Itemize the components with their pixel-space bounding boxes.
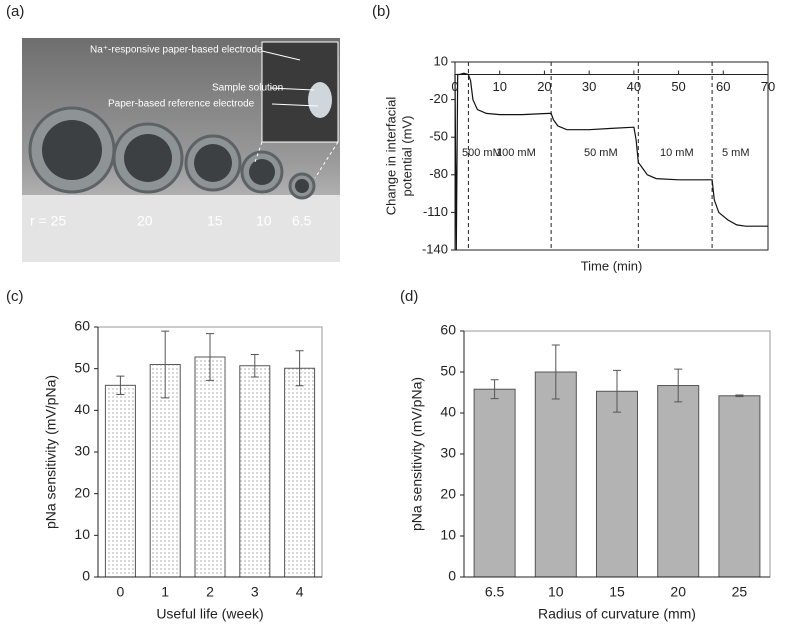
y-tick-label: 20	[440, 486, 456, 502]
y-tick-label: 10	[74, 526, 90, 542]
photo-callout: Na⁺-responsive paper-based electrode	[90, 45, 263, 56]
x-axis-label: Time (min)	[581, 258, 643, 273]
x-tick-label: 3	[251, 584, 259, 600]
error-bar	[295, 350, 304, 387]
x-tick-label: 20	[670, 584, 686, 600]
radius-label: 10	[256, 213, 272, 229]
panel-label: (b)	[372, 3, 390, 20]
bar	[718, 395, 761, 578]
bar	[595, 390, 639, 578]
bar	[534, 371, 577, 578]
radius-label: 15	[207, 213, 223, 229]
y-tick-label: -140	[422, 241, 448, 256]
y-axis-label: Change in interfacial	[383, 97, 398, 216]
bar-pattern	[194, 357, 226, 577]
photo-callout: Sample solution	[212, 83, 283, 94]
x-tick-label: 50	[671, 79, 685, 94]
y-axis-label: potential (mV)	[399, 116, 414, 197]
radius-label: 6.5	[292, 213, 312, 229]
x-axis-label: Radius of curvature (mm)	[538, 606, 696, 622]
y-tick-label: 30	[440, 445, 456, 461]
x-tick-label: 0	[117, 584, 125, 600]
x-axis-label: Useful life (week)	[156, 606, 263, 622]
x-tick-label: 20	[537, 79, 551, 94]
y-axis-label: pNa sensitivity (mV/pNa)	[409, 377, 425, 531]
x-tick-label: 60	[716, 79, 730, 94]
bar	[473, 388, 516, 578]
bar-pattern	[239, 365, 270, 577]
y-tick-label: -50	[429, 129, 448, 144]
error-bar	[250, 354, 259, 378]
panel-label: (a)	[6, 3, 24, 20]
y-tick-label: 0	[448, 568, 456, 584]
x-tick-label: 6.5	[485, 584, 505, 600]
photo-callout: Paper-based reference electrode	[108, 99, 255, 110]
x-tick-label: 10	[492, 79, 506, 94]
annotation: 5 mM	[722, 147, 750, 159]
x-tick-label: 70	[761, 79, 775, 94]
y-tick-label: 0	[82, 568, 90, 584]
y-tick-label: 60	[440, 322, 456, 338]
error-bar	[551, 344, 560, 400]
x-tick-label: 4	[296, 584, 304, 600]
y-tick-label: 30	[74, 443, 90, 459]
y-tick-label: 50	[440, 363, 456, 379]
y-tick-label: 50	[74, 359, 90, 375]
annotation: 100 mM	[496, 147, 536, 159]
y-tick-label: 60	[74, 318, 90, 334]
bar-pattern	[105, 385, 136, 577]
panel-label: (d)	[400, 288, 418, 305]
x-tick-label: 40	[627, 79, 641, 94]
x-tick-label: 25	[732, 584, 748, 600]
data-line	[454, 72, 768, 251]
radius-label: 20	[137, 213, 153, 229]
bar-pattern	[284, 368, 315, 577]
error-bar	[674, 368, 683, 403]
error-bar	[613, 369, 621, 413]
error-bar	[161, 330, 170, 399]
error-bar	[116, 375, 125, 395]
x-tick-label: 2	[206, 584, 214, 600]
annotation: 50 mM	[584, 147, 618, 159]
y-tick-label: 20	[74, 484, 90, 500]
annotation: 500 mM	[462, 147, 502, 159]
y-tick-label: -110	[423, 204, 448, 219]
annotation: 10 mM	[660, 147, 694, 159]
x-tick-label: 10	[548, 584, 564, 600]
x-tick-label: 1	[161, 584, 169, 600]
y-tick-label: 40	[440, 404, 456, 420]
y-tick-label: 10	[440, 527, 456, 543]
y-tick-label: 40	[74, 401, 90, 417]
x-tick-label: 15	[609, 584, 625, 600]
bar-pattern	[150, 364, 181, 577]
error-bar	[490, 379, 499, 400]
y-tick-label: -20	[429, 91, 448, 106]
y-axis-label: pNa sensitivity (mV/pNa)	[43, 375, 59, 529]
x-tick-label: 30	[582, 79, 596, 94]
radius-label: r = 25	[30, 213, 66, 229]
y-tick-label: 10	[434, 53, 448, 68]
error-bar	[735, 394, 744, 398]
y-tick-label: -80	[429, 166, 448, 181]
panel-label: (c)	[6, 288, 24, 305]
plot-frame	[454, 61, 769, 251]
error-bar	[206, 333, 214, 381]
bar	[657, 385, 700, 578]
photo	[22, 38, 340, 262]
